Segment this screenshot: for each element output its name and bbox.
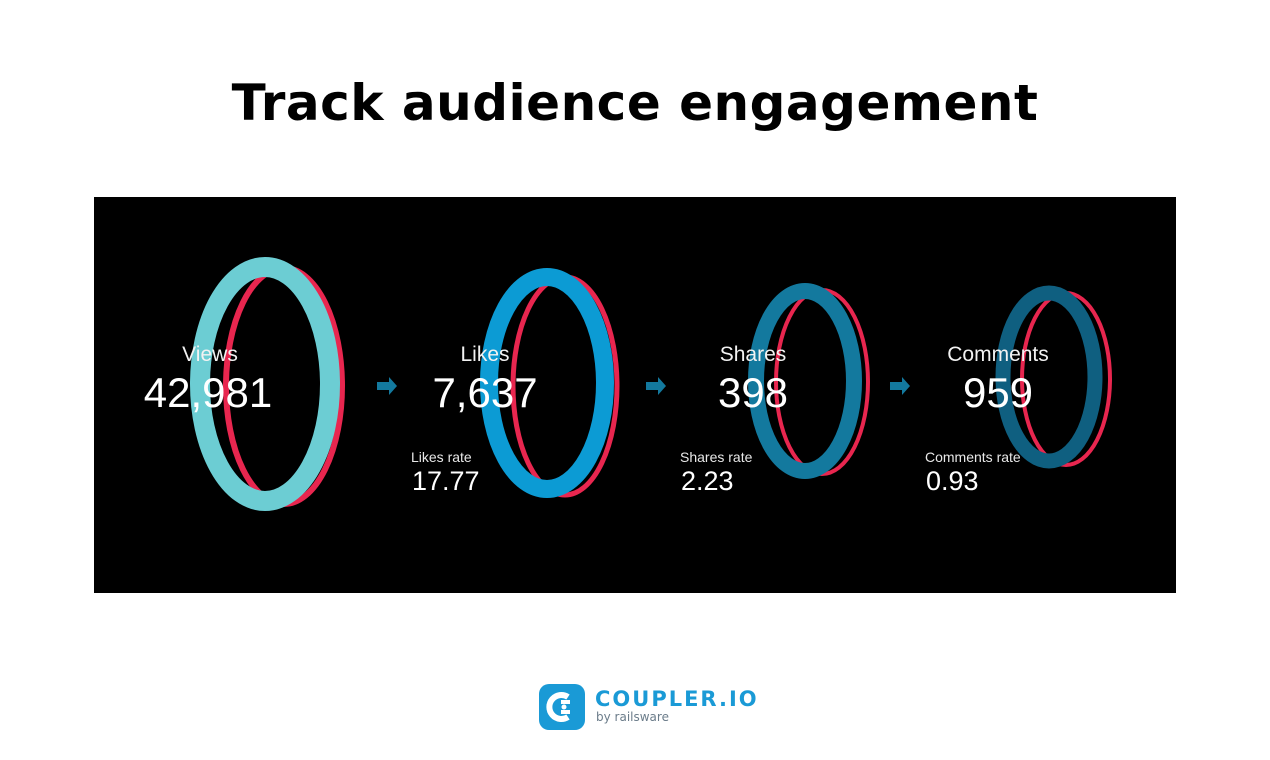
metric-label: Views	[182, 343, 238, 366]
brand-name: COUPLER.IO	[595, 687, 759, 711]
rate-label: Shares rate	[680, 449, 753, 465]
arrow-icon	[646, 377, 666, 395]
brand-logo[interactable]: COUPLER.IO by railsware	[539, 684, 757, 732]
metric-value: 959	[962, 369, 1034, 416]
rate-value: 2.23	[681, 466, 734, 496]
metric-label: Shares	[719, 343, 787, 366]
metric-value: 398	[717, 369, 789, 416]
rate-value: 17.77	[412, 466, 480, 496]
likes-ring	[480, 268, 620, 498]
page-title: Track audience engagement	[231, 74, 1039, 132]
arrow-icon	[377, 377, 397, 395]
metric-label: Likes	[460, 343, 510, 366]
rate-label: Likes rate	[411, 449, 472, 465]
arrow-icon	[890, 377, 910, 395]
rate-value: 0.93	[926, 466, 979, 496]
rate-label: Comments rate	[925, 449, 1021, 465]
views-ring	[190, 257, 345, 511]
engagement-panel: Views 42,981 Likes 7,637 Likes rate 17.7…	[94, 197, 1176, 593]
coupler-logo-icon	[539, 684, 585, 730]
metric-value: 7,637	[432, 369, 538, 416]
metric-label: Comments	[947, 343, 1049, 366]
brand-tagline: by railsware	[596, 710, 669, 724]
shares-ring	[748, 283, 870, 479]
engagement-rings	[190, 257, 1112, 511]
metric-value: 42,981	[143, 369, 273, 416]
comments-ring	[995, 285, 1112, 469]
